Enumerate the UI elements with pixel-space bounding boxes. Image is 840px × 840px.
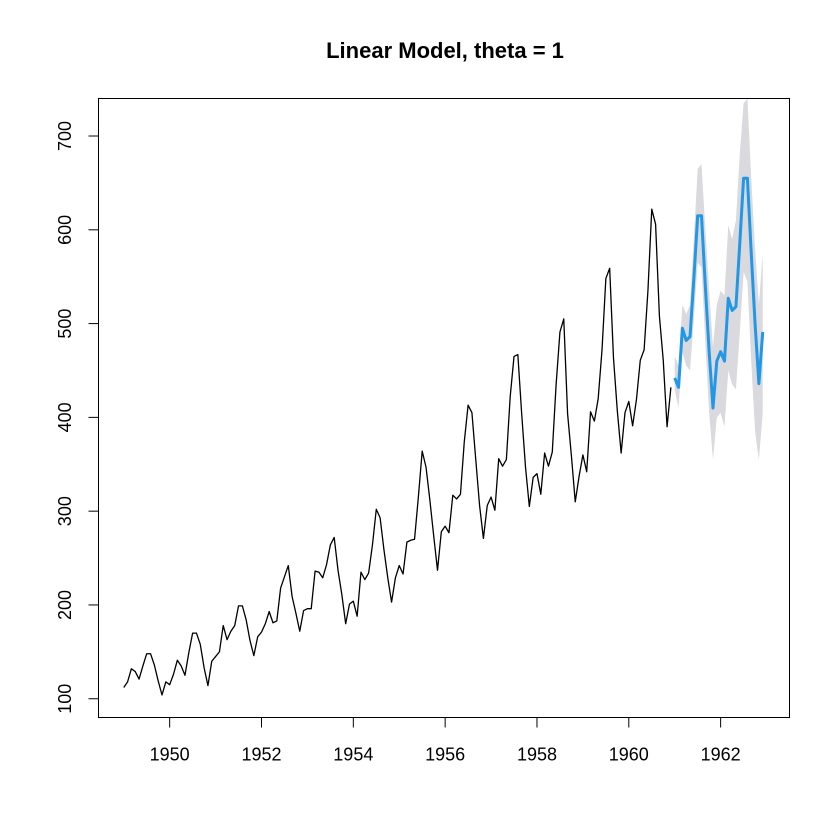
- chart-title: Linear Model, theta = 1: [326, 38, 564, 63]
- x-axis: 1950 1952 1954 1956 1958 1960 1962: [150, 717, 741, 765]
- y-tick-label: 300: [55, 496, 75, 526]
- x-tick-label: 1954: [333, 745, 373, 765]
- x-tick-label: 1962: [701, 745, 741, 765]
- y-tick-label: 100: [55, 684, 75, 714]
- x-tick-label: 1956: [425, 745, 465, 765]
- x-tick-label: 1960: [609, 745, 649, 765]
- observed-series-layer: [123, 208, 672, 696]
- forecast-series-line: [673, 176, 765, 410]
- y-tick-label: 200: [55, 590, 75, 620]
- y-tick-label: 600: [55, 215, 75, 245]
- y-tick-label: 400: [55, 402, 75, 432]
- y-tick-label: 500: [55, 309, 75, 339]
- y-tick-label: 700: [55, 121, 75, 151]
- x-tick-label: 1950: [150, 745, 190, 765]
- forecast-series-layer: [673, 176, 765, 410]
- observed-series-line: [123, 208, 672, 696]
- prediction-interval-band: [674, 98, 763, 460]
- y-axis: 100 200 300 400 500 600 700: [55, 121, 99, 714]
- prediction-interval-layer: [674, 98, 763, 460]
- x-tick-label: 1958: [517, 745, 557, 765]
- x-tick-label: 1952: [241, 745, 281, 765]
